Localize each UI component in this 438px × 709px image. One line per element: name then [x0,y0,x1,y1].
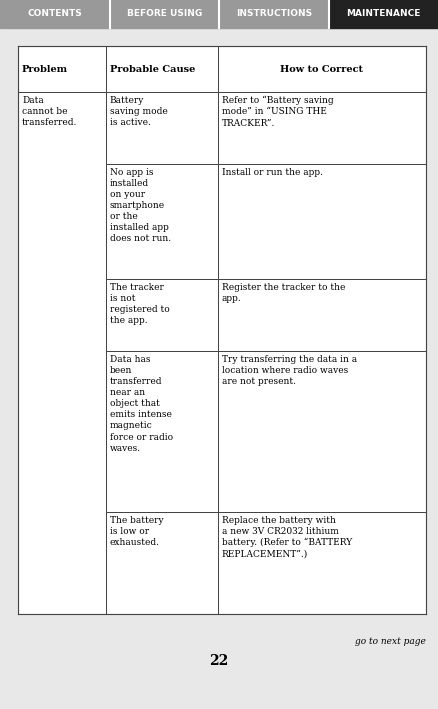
Text: Try transferring the data in a
location where radio waves
are not present.: Try transferring the data in a location … [222,354,357,386]
Text: Install or run the app.: Install or run the app. [222,168,323,177]
Text: MAINTENANCE: MAINTENANCE [346,9,420,18]
Text: Data has
been
transferred
near an
object that
emits intense
magnetic
force or ra: Data has been transferred near an object… [110,354,173,452]
Bar [110,0,219,28]
Bar [328,0,438,28]
Text: Probable Cause: Probable Cause [110,65,195,74]
Text: Battery
saving mode
is active.: Battery saving mode is active. [110,96,167,127]
Text: INSTRUCTIONS: INSTRUCTIONS [236,9,312,18]
Text: CONTENTS: CONTENTS [27,9,82,18]
Text: Replace the battery with
a new 3V CR2032 lithium
battery. (Refer to “BATTERY
REP: Replace the battery with a new 3V CR2032… [222,515,352,559]
Bar [18,46,426,614]
Text: Refer to “Battery saving
mode” in “USING THE
TRACKER”.: Refer to “Battery saving mode” in “USING… [222,96,334,128]
Text: go to next page: go to next page [355,637,426,645]
Text: 22: 22 [209,654,229,668]
Bar [219,0,328,28]
Text: Problem: Problem [22,65,68,74]
Text: The tracker
is not
registered to
the app.: The tracker is not registered to the app… [110,283,170,325]
Text: How to Correct: How to Correct [280,65,364,74]
Bar [0,0,110,28]
Text: Data
cannot be
transferred.: Data cannot be transferred. [22,96,78,127]
Text: BEFORE USING: BEFORE USING [127,9,202,18]
Text: No app is
installed
on your
smartphone
or the
installed app
does not run.: No app is installed on your smartphone o… [110,168,171,243]
Text: The battery
is low or
exhausted.: The battery is low or exhausted. [110,515,163,547]
Text: Register the tracker to the
app.: Register the tracker to the app. [222,283,345,303]
